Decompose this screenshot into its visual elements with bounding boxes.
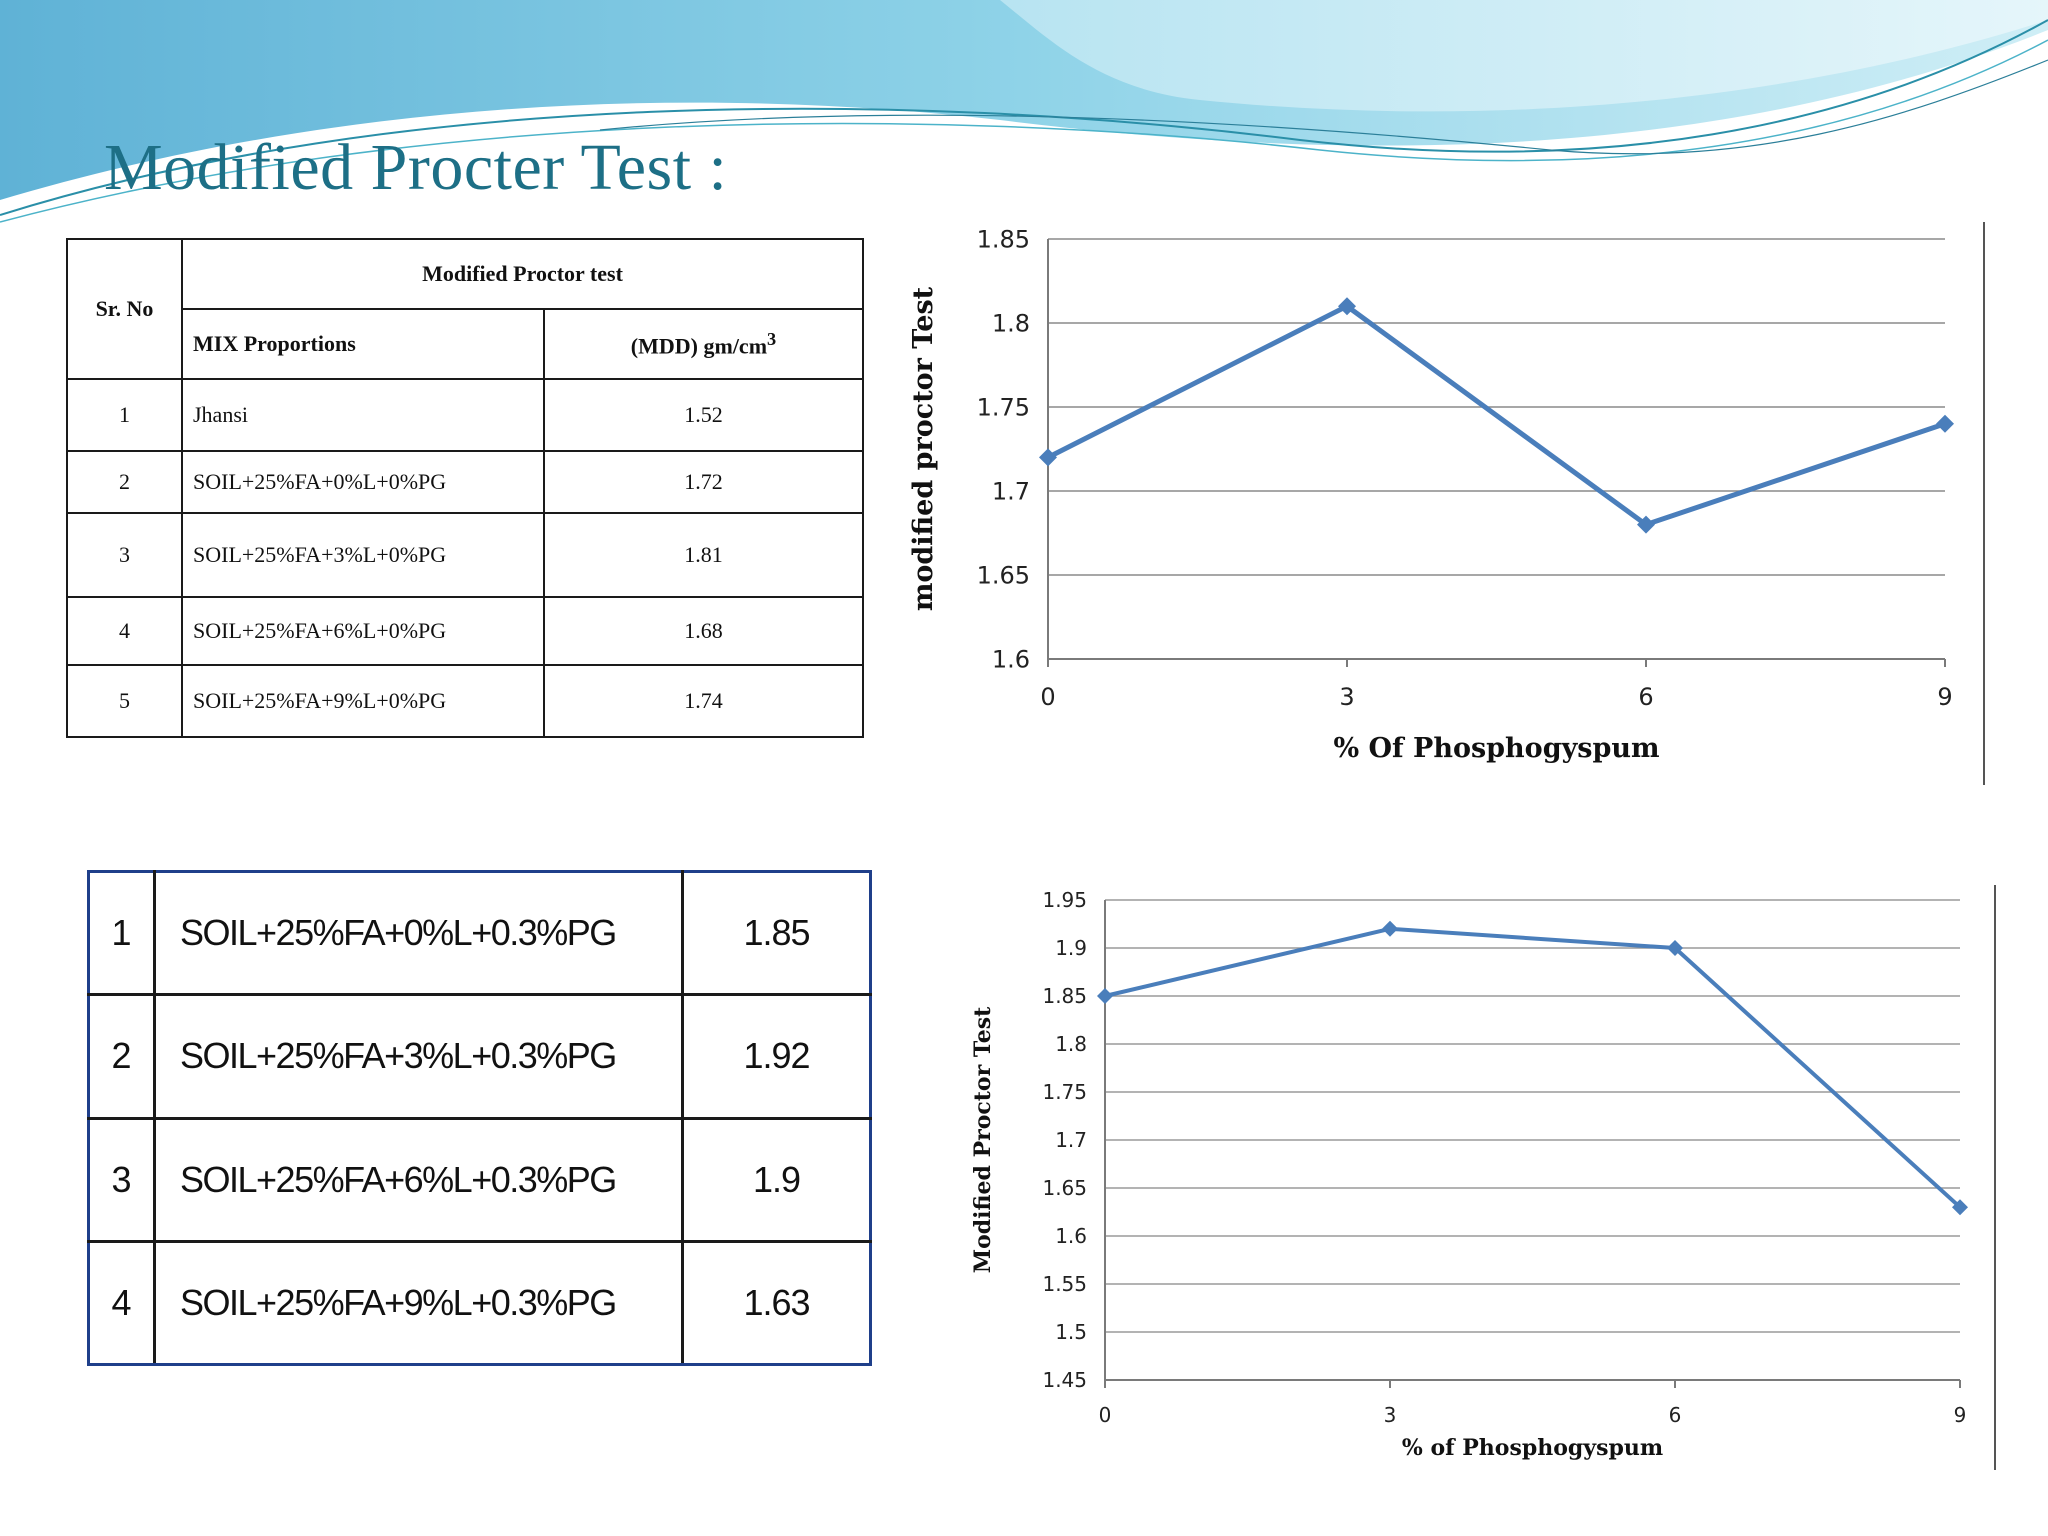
y-tick-label: 1.45	[1042, 1368, 1087, 1392]
y-tick-label: 1.55	[1042, 1272, 1087, 1296]
y-tick-label: 1.95	[1042, 888, 1087, 912]
x-axis-title: % of Phosphogyspum	[1402, 1435, 1663, 1461]
x-tick-label: 3	[1339, 683, 1354, 711]
table-row-mix: SOIL+25%FA+9%L+0.3%PG	[153, 1239, 684, 1367]
header-mdd: (MDD) gm/cm3	[542, 308, 865, 380]
y-tick-label: 1.75	[1042, 1080, 1087, 1104]
table-row-mix: SOIL+25%FA+0%L+0%PG	[181, 450, 545, 514]
table-row-mdd: 1.81	[542, 512, 865, 598]
y-tick-label: 1.75	[977, 393, 1030, 421]
table-row-mix: SOIL+25%FA+6%L+0.3%PG	[153, 1116, 684, 1243]
table-row-no: 2	[66, 450, 183, 514]
slide-title: Modified Procter Test :	[104, 131, 728, 204]
data-point-marker	[1637, 515, 1655, 534]
table-row-mdd: 1.9	[681, 1116, 872, 1243]
table-row-no: 4	[87, 1239, 156, 1367]
x-tick-label: 0	[1099, 1403, 1112, 1427]
table-row-mix: SOIL+25%FA+6%L+0%PG	[181, 596, 545, 666]
y-tick-label: 1.8	[992, 309, 1030, 337]
y-tick-label: 1.65	[1042, 1176, 1087, 1200]
mdd-table-0pg: Sr. No Modified Proctor test MIX Proport…	[66, 238, 865, 738]
header-mdd-superscript: 3	[767, 328, 777, 349]
table-row-no: 1	[66, 378, 183, 452]
header-mdd-label: (MDD) gm/cm	[630, 333, 768, 359]
mdd-table-0-3pg: 1 SOIL+25%FA+0%L+0.3%PG 1.85 2 SOIL+25%F…	[87, 869, 872, 1367]
series-line	[1046, 303, 1946, 528]
y-tick-label: 1.5	[1055, 1320, 1087, 1344]
y-tick-label: 1.85	[1042, 984, 1087, 1008]
y-tick-label: 1.85	[977, 225, 1030, 253]
x-axis-title: % Of Phosphogyspum	[1333, 733, 1659, 764]
table-row-mix: SOIL+25%FA+9%L+0%PG	[181, 664, 545, 738]
y-tick-label: 1.9	[1055, 936, 1087, 960]
y-tick-label: 1.7	[1055, 1128, 1087, 1152]
table-row-no: 2	[87, 993, 156, 1120]
table-row-mdd: 1.63	[681, 1239, 872, 1367]
header-wave-decoration	[0, 0, 2048, 223]
y-tick-label: 1.65	[977, 561, 1030, 589]
x-tick-label: 0	[1040, 683, 1055, 711]
data-point-marker	[1039, 448, 1057, 467]
table-row-no: 3	[66, 512, 183, 598]
data-point-marker	[1936, 414, 1954, 433]
y-tick-label: 1.6	[992, 645, 1030, 673]
data-point-marker	[1097, 988, 1113, 1004]
x-tick-label: 3	[1384, 1403, 1397, 1427]
x-tick-label: 9	[1937, 683, 1952, 711]
table-row-mdd: 1.52	[542, 378, 865, 452]
data-point-marker	[1338, 297, 1356, 316]
data-point-marker	[1382, 920, 1398, 937]
x-tick-label: 6	[1638, 683, 1653, 711]
table-row-mdd: 1.85	[681, 869, 872, 997]
table-row-mdd: 1.68	[542, 596, 865, 666]
mdd-line-chart-0pg: 1.6 1.65 1.7 1.75 1.8 1.85 0 3 6 9 % Of Phosphogys…	[908, 222, 1985, 785]
x-tick-label: 9	[1954, 1403, 1967, 1427]
data-point-marker	[1952, 1199, 1968, 1216]
header-sr-no: Sr. No	[66, 238, 183, 380]
table-row-no: 1	[87, 869, 156, 997]
series-line	[1104, 926, 1962, 1209]
table-row-no: 5	[66, 664, 183, 738]
header-modified-proctor-test: Modified Proctor test	[180, 238, 865, 310]
x-tick-label: 6	[1669, 1403, 1682, 1427]
table-row-mdd: 1.72	[542, 450, 865, 514]
y-axis-title: Modified Proctor Test	[970, 1006, 996, 1273]
table-row-mix: Jhansi	[181, 378, 545, 452]
data-point-marker	[1667, 940, 1683, 956]
table-row-mdd: 1.74	[542, 664, 865, 738]
table-row-mix: SOIL+25%FA+3%L+0%PG	[181, 512, 545, 598]
table-row-mdd: 1.92	[681, 993, 872, 1120]
table-row-mix: SOIL+25%FA+0%L+0.3%PG	[153, 869, 684, 997]
mdd-line-chart-0-3pg: 1.45 1.5 1.55 1.6 1.65 1.7 1.75 1.8 1.85 1.9 1.95 0…	[970, 885, 1996, 1470]
header-mix-proportions: MIX Proportions	[181, 308, 545, 380]
y-tick-label: 1.7	[992, 477, 1030, 505]
table-row-no: 4	[66, 596, 183, 666]
y-axis-title: modified proctor Test	[908, 286, 939, 611]
y-tick-label: 1.6	[1055, 1224, 1087, 1248]
table-row-no: 3	[87, 1116, 156, 1243]
table-row-mix: SOIL+25%FA+3%L+0.3%PG	[153, 993, 684, 1120]
y-tick-label: 1.8	[1055, 1032, 1087, 1056]
